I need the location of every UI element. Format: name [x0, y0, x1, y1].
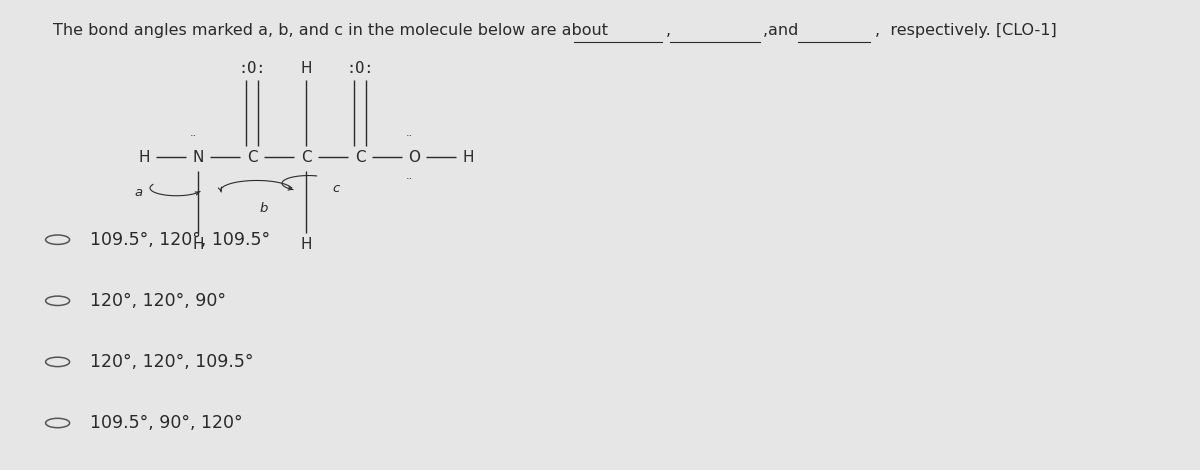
Text: ,: ,: [763, 23, 768, 38]
Text: :O:: :O:: [239, 61, 265, 76]
Text: 109.5°, 120°, 109.5°: 109.5°, 120°, 109.5°: [90, 231, 270, 249]
Text: 120°, 120°, 90°: 120°, 120°, 90°: [90, 292, 226, 310]
Text: :O:: :O:: [347, 61, 373, 76]
Text: H: H: [462, 150, 474, 165]
Text: C: C: [247, 150, 257, 165]
Text: O: O: [408, 150, 420, 165]
Text: ··: ··: [406, 131, 413, 141]
Text: The bond angles marked a, b, and c in the molecule below are about: The bond angles marked a, b, and c in th…: [53, 23, 607, 38]
Text: H: H: [138, 150, 150, 165]
Text: H: H: [300, 61, 312, 76]
Text: c: c: [332, 181, 340, 195]
Text: H: H: [300, 237, 312, 252]
Text: 120°, 120°, 109.5°: 120°, 120°, 109.5°: [90, 353, 253, 371]
Text: b: b: [259, 202, 268, 215]
Text: H: H: [192, 237, 204, 252]
Text: a: a: [134, 186, 143, 199]
Text: ··: ··: [406, 173, 413, 184]
Text: 109.5°, 90°, 120°: 109.5°, 90°, 120°: [90, 414, 242, 432]
Text: ··: ··: [190, 131, 197, 141]
Text: C: C: [355, 150, 365, 165]
Text: and: and: [768, 23, 798, 38]
Text: N: N: [192, 150, 204, 165]
Text: C: C: [301, 150, 311, 165]
Text: ,  respectively. [CLO-1]: , respectively. [CLO-1]: [875, 23, 1056, 38]
Text: ,: ,: [666, 23, 671, 38]
